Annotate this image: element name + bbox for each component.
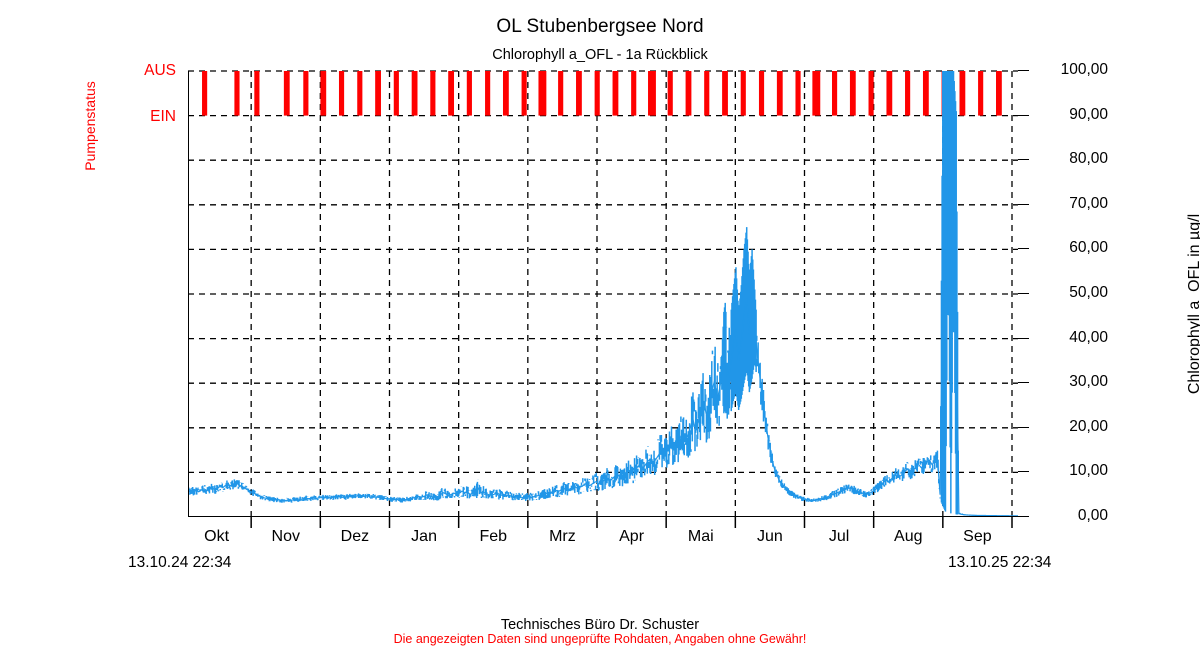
pump-on-bar	[978, 71, 984, 116]
left-axis-title: Pumpenstatus	[82, 81, 98, 171]
y-tick-label: 100,00	[1060, 61, 1108, 78]
pump-on-bar	[704, 71, 710, 116]
x-tick-label: Feb	[479, 528, 508, 545]
pump-on-bar	[254, 71, 260, 116]
pump-on-bar	[758, 71, 765, 116]
x-tick-label: Apr	[619, 528, 645, 545]
pump-on-bar	[320, 71, 327, 116]
y-tick-mark	[1018, 337, 1029, 339]
pump-on-bar	[959, 71, 966, 116]
page-subtitle: Chlorophyll a_OFL - 1a Rückblick	[492, 47, 708, 63]
pump-on-bar	[202, 71, 208, 116]
y-tick-label: 70,00	[1069, 194, 1108, 212]
pump-tick-ein: EIN	[150, 108, 176, 125]
pump-on-bar	[849, 71, 856, 116]
pump-on-bar	[576, 71, 582, 116]
range-start-label: 13.10.24 22:34	[128, 554, 232, 571]
pump-tick-aus: AUS	[144, 62, 176, 79]
pump-on-bar	[905, 71, 911, 116]
pump-on-bar	[485, 71, 491, 116]
x-tick-label: Jun	[757, 528, 783, 545]
pump-on-bar	[466, 71, 472, 116]
pump-on-bar	[338, 71, 345, 116]
series-line	[188, 160, 1018, 517]
pump-on-bar	[795, 71, 801, 116]
y-tick-mark	[1018, 114, 1029, 116]
y-tick-label: 80,00	[1069, 150, 1108, 168]
footer-organisation: Technisches Büro Dr. Schuster	[500, 617, 700, 633]
pump-on-bar	[411, 71, 418, 116]
x-tick-label: Okt	[204, 528, 230, 545]
pump-on-bar	[283, 71, 290, 116]
pump-on-bar	[538, 71, 547, 116]
pump-on-bar	[648, 71, 656, 116]
y-tick-label: 10,00	[1069, 462, 1108, 480]
pump-on-bar	[722, 71, 728, 116]
y-tick-label: 60,00	[1069, 239, 1108, 257]
x-tick-label: Mrz	[549, 528, 576, 545]
pump-on-bar	[502, 71, 509, 116]
y-tick-mark	[1018, 382, 1029, 384]
pump-on-bar	[303, 71, 309, 116]
pump-on-bar	[667, 71, 673, 116]
y-tick-mark	[1018, 159, 1029, 161]
pump-on-bar	[740, 71, 746, 116]
pump-on-bar	[831, 71, 838, 116]
range-end-label: 13.10.25 22:34	[948, 554, 1052, 571]
y-tick-label: 0,00	[1077, 507, 1108, 524]
pump-on-bar	[357, 71, 363, 116]
x-tick-label: Jul	[828, 528, 850, 545]
chlorophyll-series	[188, 71, 1018, 517]
x-tick-label: Dez	[340, 528, 370, 545]
pump-on-bar	[558, 71, 564, 116]
page-title: OL Stubenbergsee Nord	[496, 16, 704, 37]
x-tick-label: Mai	[687, 528, 714, 545]
plot-frame	[188, 71, 1018, 517]
y-tick-mark	[1018, 203, 1029, 205]
right-axis-title: Chlorophyll a_OFL in µg/l	[1186, 213, 1200, 395]
plot-area	[188, 70, 1018, 528]
footer-disclaimer: Die angezeigten Daten sind ungeprüfte Ro…	[393, 632, 807, 646]
y-tick-mark	[1018, 293, 1029, 294]
pump-on-bar	[430, 71, 436, 116]
x-tick-label: Sep	[963, 528, 992, 545]
x-tick-label: Nov	[271, 528, 300, 545]
pump-on-bar	[375, 71, 381, 116]
pump-on-bar	[685, 71, 692, 116]
pump-on-bar	[776, 71, 783, 116]
y-tick-label: 20,00	[1069, 417, 1108, 435]
x-tick-label: Aug	[894, 528, 923, 545]
pump-on-bar	[631, 71, 637, 116]
pump-on-bar	[594, 71, 600, 116]
y-tick-mark	[1018, 516, 1029, 517]
y-tick-mark	[1018, 70, 1029, 71]
y-tick-mark	[1018, 248, 1029, 250]
pump-on-bar	[868, 71, 874, 116]
x-tick-label: Jan	[411, 528, 437, 545]
pump-on-bar	[612, 71, 619, 116]
pump-on-bar	[393, 71, 399, 116]
y-tick-label: 90,00	[1069, 105, 1108, 123]
y-tick-mark	[1018, 426, 1029, 428]
pump-on-bar	[521, 71, 527, 116]
y-tick-label: 40,00	[1069, 328, 1108, 346]
pump-on-bar	[886, 71, 893, 116]
pump-on-bar	[922, 71, 929, 116]
pump-on-bar	[812, 71, 821, 116]
y-tick-mark	[1018, 471, 1029, 473]
y-tick-label: 50,00	[1069, 284, 1108, 301]
y-tick-label: 30,00	[1069, 373, 1108, 391]
pump-on-bar	[448, 71, 455, 116]
pump-on-bar	[234, 71, 240, 116]
pump-on-bar	[996, 71, 1002, 116]
